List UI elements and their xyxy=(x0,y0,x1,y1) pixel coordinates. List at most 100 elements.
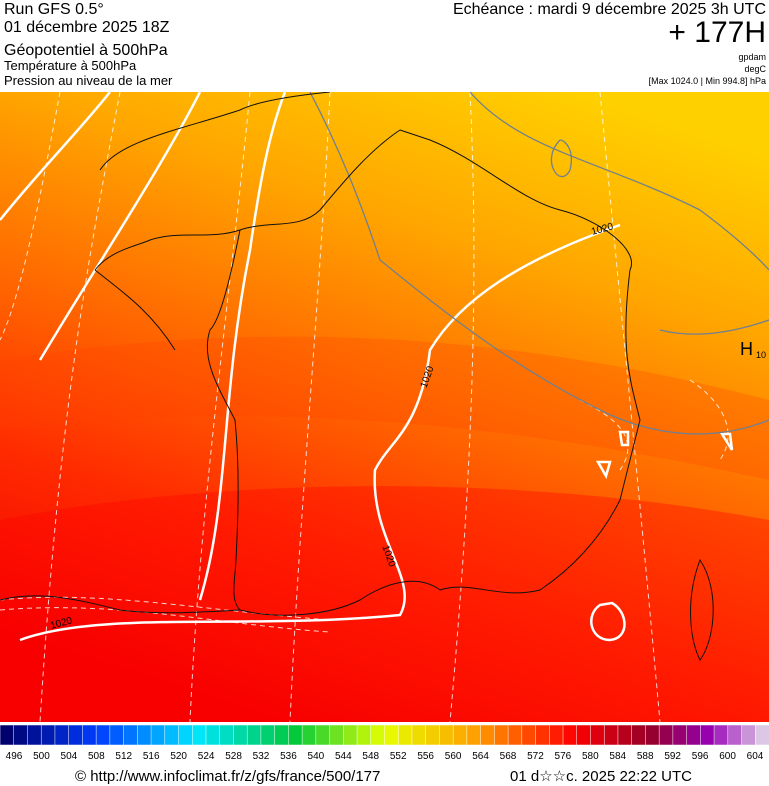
scale-swatch xyxy=(109,724,125,746)
scale-swatch xyxy=(301,724,317,746)
scale-swatch xyxy=(288,724,303,746)
scale-swatch xyxy=(686,724,702,746)
scale-swatch xyxy=(480,724,496,746)
scale-swatch xyxy=(425,724,441,746)
scale-swatch xyxy=(700,724,715,746)
scale-label: 548 xyxy=(362,751,379,762)
param: Température à 500hPa xyxy=(4,58,137,73)
scale-swatch xyxy=(205,724,221,746)
scale-swatch xyxy=(82,724,97,746)
scale-label: 580 xyxy=(582,751,599,762)
scale-swatch xyxy=(164,724,180,746)
header: Run GFS 0.5° 01 décembre 2025 18Z Géopot… xyxy=(4,1,767,88)
temperature-band xyxy=(0,486,769,722)
unit: gpdam xyxy=(738,52,766,62)
scale-swatch xyxy=(727,724,743,746)
scale-label: 512 xyxy=(115,751,132,762)
scale-label: 500 xyxy=(33,751,50,762)
scale-swatch xyxy=(192,724,207,746)
scale-swatch xyxy=(452,724,468,746)
scale-swatch xyxy=(645,724,660,746)
scale-swatch xyxy=(137,724,152,746)
scale-label: 556 xyxy=(417,751,434,762)
lead-time: + 177H xyxy=(668,16,766,49)
map: 1020 1020 1020 1020 H 10 xyxy=(0,92,769,722)
scale-swatch xyxy=(178,724,193,746)
scale-swatch xyxy=(755,724,769,746)
scale-label: 524 xyxy=(198,751,215,762)
scale-swatch xyxy=(658,724,674,746)
scale-label: 600 xyxy=(719,751,736,762)
scale-swatch xyxy=(329,724,345,746)
scale-swatch xyxy=(260,724,276,746)
scale-label: 540 xyxy=(308,751,325,762)
scale-swatch xyxy=(521,724,537,746)
scale-swatch xyxy=(54,724,70,746)
param: Géopotentiel à 500hPa xyxy=(4,42,168,59)
scale-label: 568 xyxy=(500,751,517,762)
scale-swatch xyxy=(246,724,262,746)
scale-label: 592 xyxy=(664,751,681,762)
run: Run GFS 0.5° xyxy=(4,1,104,18)
scale-label: 520 xyxy=(170,751,187,762)
run-date: 01 décembre 2025 18Z xyxy=(4,19,170,36)
scale-swatch xyxy=(274,724,290,746)
scale-label: 564 xyxy=(472,751,489,762)
scale-label: 496 xyxy=(6,751,23,762)
scale-label: 588 xyxy=(637,751,654,762)
param: Pression au niveau de la mer xyxy=(4,73,173,88)
scale-swatch xyxy=(384,724,399,746)
scale-swatch xyxy=(397,724,413,746)
scale-swatch xyxy=(27,724,42,746)
scale-swatch xyxy=(603,724,619,746)
scale-label: 536 xyxy=(280,751,297,762)
scale-swatch xyxy=(343,724,358,746)
scale-label: 532 xyxy=(253,751,270,762)
generated: 01 d☆☆c. 2025 22:22 UTC xyxy=(510,768,692,785)
scale-label: 552 xyxy=(390,751,407,762)
scale-swatch xyxy=(617,724,633,746)
scale-label: 596 xyxy=(692,751,709,762)
unit: degC xyxy=(744,64,766,74)
scale-label: 560 xyxy=(445,751,462,762)
isobars xyxy=(0,92,734,642)
scale-swatch xyxy=(466,724,482,746)
scale-swatch xyxy=(713,724,729,746)
high-value: 10 xyxy=(756,350,766,360)
scale-swatch xyxy=(494,724,509,746)
scale-swatch xyxy=(40,724,56,746)
temperature-band xyxy=(0,336,769,480)
scale-swatch xyxy=(672,724,688,746)
scale-swatch xyxy=(631,724,647,746)
scale-swatch xyxy=(123,724,139,746)
scale-label: 528 xyxy=(225,751,242,762)
geopotential xyxy=(309,92,769,435)
scale-swatch xyxy=(562,724,578,746)
scale-swatch xyxy=(95,724,111,746)
scale-swatch xyxy=(356,724,372,746)
scale-swatch xyxy=(219,724,235,746)
scale-swatch xyxy=(233,724,248,746)
scale-swatch xyxy=(370,724,386,746)
scale-swatch xyxy=(13,724,29,746)
high-marker: H xyxy=(740,339,753,359)
scale-label: 504 xyxy=(61,751,78,762)
scale-swatch xyxy=(576,724,592,746)
scale-label: 544 xyxy=(335,751,352,762)
scale-swatch xyxy=(741,724,757,746)
scale-swatch xyxy=(315,724,331,746)
scale-label: 604 xyxy=(747,751,764,762)
source: © http://www.infoclimat.fr/z/gfs/france/… xyxy=(75,768,380,785)
scale-label: 516 xyxy=(143,751,160,762)
scale-label: 508 xyxy=(88,751,105,762)
scale-label: 576 xyxy=(555,751,572,762)
valid-time: Echéance : mardi 9 décembre 2025 3h UTC xyxy=(453,1,766,18)
extremes: [Max 1024.0 | Min 994.8] hPa xyxy=(649,76,766,86)
scale-label: 584 xyxy=(609,751,626,762)
scale-swatch xyxy=(68,724,84,746)
coastlines xyxy=(0,92,714,661)
scale-label: 572 xyxy=(527,751,544,762)
scale-swatch xyxy=(0,724,15,746)
scale-swatch xyxy=(535,724,551,746)
